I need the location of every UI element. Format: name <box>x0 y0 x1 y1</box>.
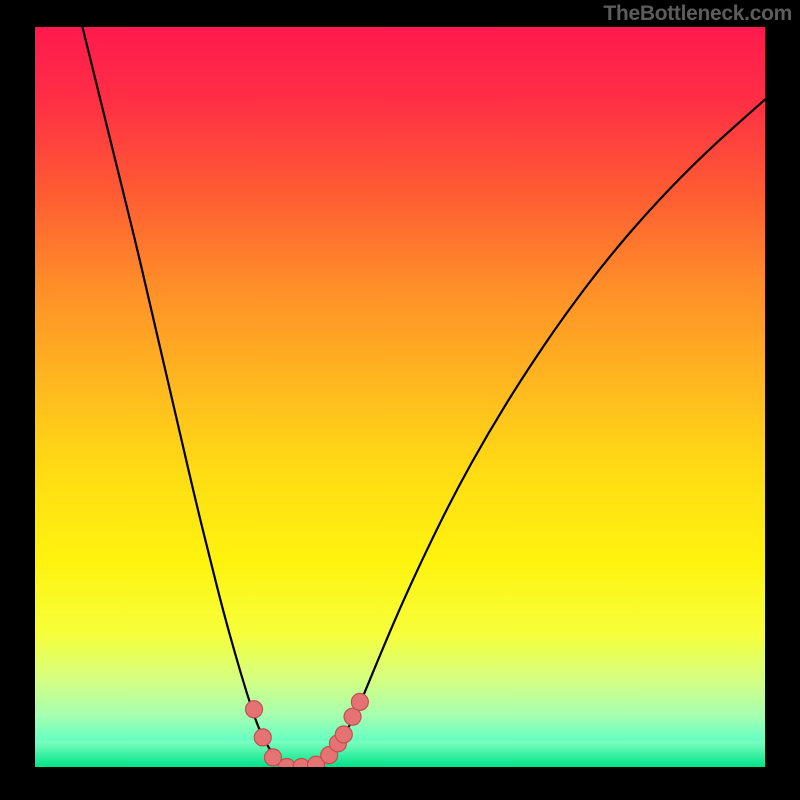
watermark-text: TheBottleneck.com <box>603 2 792 26</box>
chart-container: TheBottleneck.com <box>0 0 800 800</box>
chart-svg <box>35 27 765 767</box>
data-marker <box>246 701 263 718</box>
plot-area <box>35 27 765 767</box>
gradient-background <box>35 27 765 767</box>
data-marker <box>254 729 271 746</box>
data-marker <box>335 726 352 743</box>
data-marker <box>351 693 368 710</box>
green-band <box>35 741 765 767</box>
